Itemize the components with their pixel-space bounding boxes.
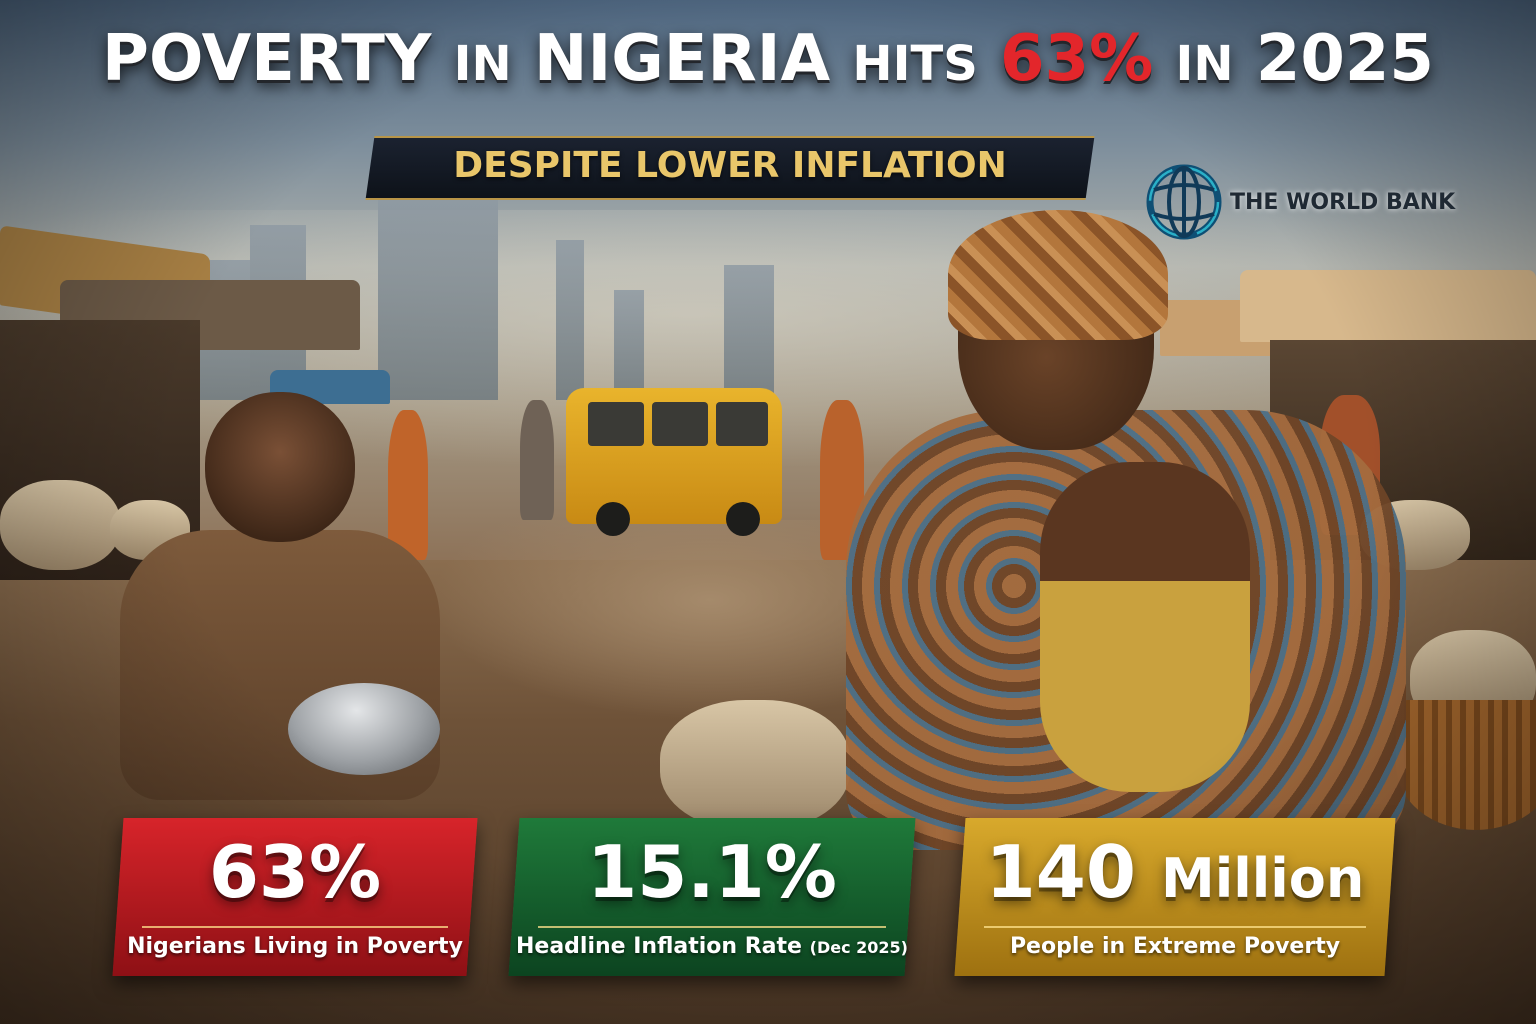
stat-label: Nigerians Living in Poverty [127, 934, 463, 959]
bus-wheel [726, 502, 760, 536]
grain-sack [660, 700, 850, 830]
bus-window [716, 402, 768, 446]
headline: POVERTY IN NIGERIA HITS 63% IN 2025 [0, 22, 1536, 96]
stat-divider [142, 926, 448, 928]
stat-label: Headline Inflation Rate (Dec 2025) [514, 934, 910, 959]
stat-label-text: Headline Inflation Rate [516, 934, 802, 959]
subheadline: DESPITE LOWER INFLATION [453, 145, 1007, 186]
bus-window [588, 402, 644, 446]
headline-word: NIGERIA [533, 22, 831, 96]
skyline-building [378, 195, 498, 400]
stat-label-note: (Dec 2025) [809, 938, 908, 957]
stat-number: 140 [985, 830, 1136, 914]
metal-bowl [288, 683, 440, 775]
skyline-building [614, 290, 644, 400]
skyline-building [724, 265, 774, 400]
stat-unit: Million [1161, 847, 1365, 910]
stat-card-poverty: 63% Nigerians Living in Poverty [112, 818, 478, 976]
headline-word: IN [453, 36, 512, 92]
stat-number: 63% [208, 830, 382, 914]
stat-divider [538, 926, 886, 928]
stat-label: People in Extreme Poverty [1009, 934, 1341, 959]
skyline-building [556, 240, 584, 400]
stat-value: 63% [118, 830, 472, 914]
woven-basket [1396, 700, 1536, 830]
stat-divider [984, 926, 1366, 928]
headline-word: POVERTY [102, 22, 432, 96]
stall-awning [1240, 270, 1536, 342]
headline-word: IN [1175, 36, 1234, 92]
yellow-minibus [566, 388, 782, 536]
crowd-person [520, 400, 554, 520]
bus-window [652, 402, 708, 446]
stat-value: 140 Million [960, 830, 1390, 914]
world-bank-name: THE WORLD BANK [1230, 189, 1456, 215]
globe-icon [1146, 164, 1222, 240]
stat-number: 15.1% [587, 830, 837, 914]
grain-sack [0, 480, 120, 570]
headline-word: 2025 [1255, 22, 1434, 96]
world-bank-logo: THE WORLD BANK [1144, 160, 1455, 244]
crowd-person [388, 410, 428, 560]
stat-value: 15.1% [514, 830, 910, 914]
boy-head [205, 392, 355, 542]
headline-word: HITS [852, 36, 978, 92]
head-scarf [948, 210, 1168, 340]
sleeping-baby [1040, 462, 1250, 792]
stat-card-extreme-poverty: 140 Million People in Extreme Poverty [954, 818, 1396, 976]
headline-highlight: 63% [1000, 22, 1154, 96]
stat-card-inflation: 15.1% Headline Inflation Rate (Dec 2025) [508, 818, 916, 976]
bus-wheel [596, 502, 630, 536]
